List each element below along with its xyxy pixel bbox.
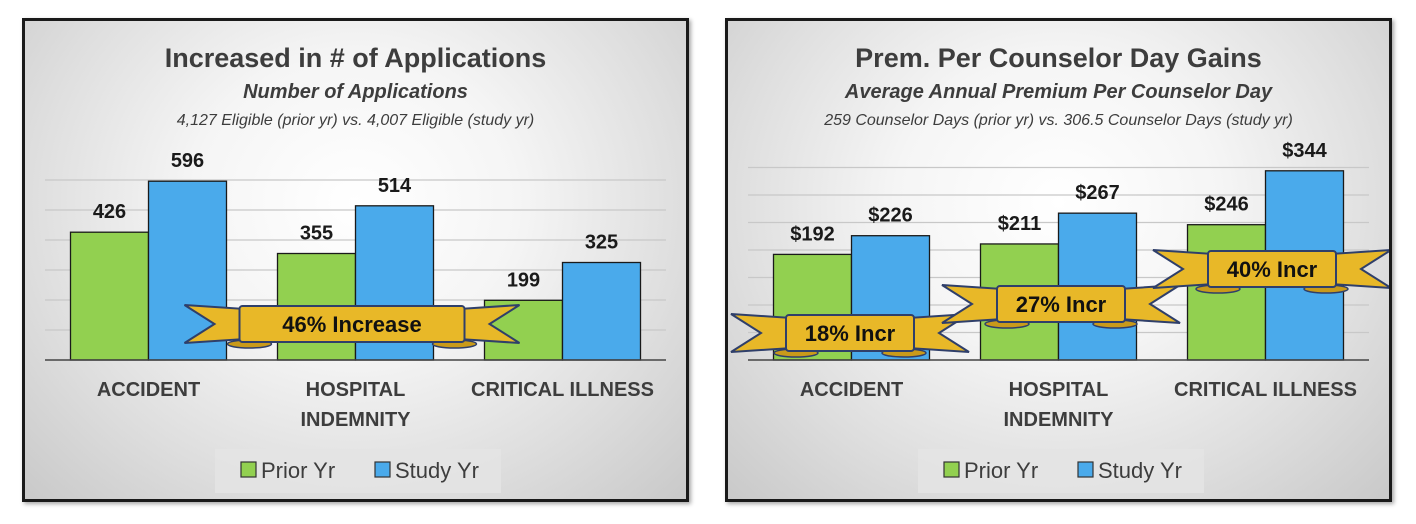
chart-title: Increased in # of Applications bbox=[165, 43, 547, 73]
legend-label-1: Study Yr bbox=[395, 458, 479, 483]
chart-subtitle: Number of Applications bbox=[243, 81, 468, 103]
ribbon-tail-right bbox=[907, 313, 970, 353]
legend-box bbox=[215, 449, 501, 493]
ribbon-tail-right bbox=[457, 304, 521, 344]
category-label-1: HOSPITAL INDEMNITY bbox=[1004, 379, 1115, 431]
category-label-line: ACCIDENT bbox=[97, 379, 200, 401]
data-label: 325 bbox=[585, 232, 618, 254]
chart-subtitle: Average Annual Premium Per Counselor Day bbox=[844, 81, 1273, 103]
ribbon-label: 46% Increase bbox=[282, 312, 421, 337]
category-label-0: ACCIDENT bbox=[800, 379, 903, 401]
ribbon-label: 40% Incr bbox=[1227, 257, 1318, 282]
bar-prior-0 bbox=[69, 231, 150, 361]
category-label-line: HOSPITAL bbox=[1009, 379, 1109, 401]
ribbon-tail-right bbox=[1118, 284, 1181, 324]
ribbon-tail-left bbox=[730, 313, 793, 353]
ribbon-banner-0: 18% Incr bbox=[730, 313, 970, 358]
legend-box bbox=[918, 449, 1204, 493]
bar-study-2 bbox=[561, 261, 642, 361]
category-label-line: HOSPITAL bbox=[306, 379, 406, 401]
ribbon-tail-left bbox=[183, 304, 247, 344]
ribbon-tail-left bbox=[1152, 249, 1215, 289]
ribbon-tail-right bbox=[1329, 249, 1389, 289]
ribbon-banner-0: 46% Increase bbox=[183, 304, 521, 349]
data-label: 596 bbox=[171, 150, 204, 172]
ribbon-band bbox=[1207, 250, 1337, 288]
data-label: $267 bbox=[1075, 182, 1120, 204]
data-label: 355 bbox=[300, 223, 333, 245]
ribbon-tail-left bbox=[941, 284, 1004, 324]
data-label: $344 bbox=[1282, 140, 1327, 162]
data-label: $226 bbox=[868, 205, 913, 227]
category-label-2: CRITICAL ILLNESS bbox=[1174, 379, 1357, 401]
legend-swatch-1 bbox=[1077, 461, 1094, 478]
category-label-0: ACCIDENT bbox=[97, 379, 200, 401]
ribbon-label: 18% Incr bbox=[805, 321, 896, 346]
ribbon-banner-1: 27% Incr bbox=[941, 284, 1181, 329]
data-label: $211 bbox=[998, 213, 1041, 235]
applications-chart: Increased in # of Applications Number of … bbox=[45, 43, 666, 493]
data-label: 426 bbox=[93, 201, 126, 223]
legend-label-1: Study Yr bbox=[1098, 458, 1182, 483]
ribbon-band bbox=[785, 314, 915, 352]
legend-swatch-1 bbox=[374, 461, 391, 478]
category-label-line: INDEMNITY bbox=[301, 409, 412, 431]
ribbon-banner-2: 40% Incr bbox=[1152, 249, 1389, 294]
category-label-line: CRITICAL ILLNESS bbox=[1174, 379, 1357, 401]
data-label: 199 bbox=[507, 269, 540, 291]
category-label-line: INDEMNITY bbox=[1004, 409, 1115, 431]
chart-panel-premium: Prem. Per Counselor Day Gains Average Ann… bbox=[725, 18, 1392, 502]
chart-note: 4,127 Eligible (prior yr) vs. 4,007 Elig… bbox=[177, 112, 534, 129]
legend-swatch-0 bbox=[943, 461, 960, 478]
legend-swatch-0 bbox=[240, 461, 257, 478]
chart-note: 259 Counselor Days (prior yr) vs. 306.5 … bbox=[823, 112, 1293, 129]
category-label-line: ACCIDENT bbox=[800, 379, 903, 401]
data-label: 514 bbox=[378, 175, 412, 197]
category-label-line: CRITICAL ILLNESS bbox=[471, 379, 654, 401]
legend-label-0: Prior Yr bbox=[964, 458, 1038, 483]
ribbon-band bbox=[996, 285, 1126, 323]
data-label: $246 bbox=[1204, 194, 1249, 216]
legend: Prior Yr Study Yr bbox=[215, 449, 501, 493]
legend-label-0: Prior Yr bbox=[261, 458, 335, 483]
chart-panel-applications: Increased in # of Applications Number of … bbox=[22, 18, 689, 502]
category-label-1: HOSPITAL INDEMNITY bbox=[301, 379, 412, 431]
premium-chart: Prem. Per Counselor Day Gains Average Ann… bbox=[730, 43, 1389, 493]
chart-title: Prem. Per Counselor Day Gains bbox=[855, 43, 1262, 73]
legend: Prior Yr Study Yr bbox=[918, 449, 1204, 493]
ribbon-band bbox=[238, 305, 466, 343]
data-label: $192 bbox=[790, 223, 835, 245]
category-label-2: CRITICAL ILLNESS bbox=[471, 379, 654, 401]
ribbon-label: 27% Incr bbox=[1016, 292, 1107, 317]
